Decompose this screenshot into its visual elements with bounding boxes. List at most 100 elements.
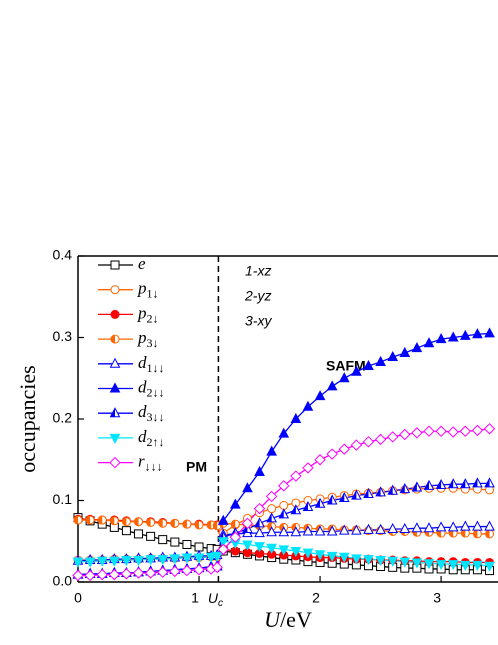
- marker-shape: [447, 331, 459, 342]
- marker-shape: [170, 537, 180, 547]
- y-tick-label: 0.4: [53, 247, 73, 263]
- marker-shape: [211, 561, 223, 574]
- legend-name: p: [137, 279, 147, 298]
- legend-label: d1↓↓: [138, 353, 165, 375]
- phase-label: PM: [186, 459, 207, 475]
- marker-shape: [302, 462, 314, 474]
- marker: [399, 346, 411, 357]
- legend-item: d3↓↓: [98, 402, 165, 424]
- marker-half: [207, 520, 212, 529]
- marker-shape: [326, 525, 338, 536]
- marker: [133, 555, 144, 567]
- marker-shape: [375, 555, 386, 567]
- marker: [145, 555, 156, 566]
- marker: [338, 372, 350, 383]
- marker: [110, 309, 120, 319]
- marker-shape: [387, 522, 399, 534]
- marker: [459, 478, 471, 489]
- marker: [326, 494, 338, 505]
- marker-shape: [435, 425, 447, 437]
- marker-half: [98, 516, 103, 525]
- marker-half: [122, 517, 127, 526]
- legend-name: p: [137, 303, 147, 322]
- marker: [411, 522, 423, 533]
- marker: [338, 491, 350, 503]
- phase-label: SAFM: [326, 358, 366, 374]
- marker: [169, 565, 181, 578]
- x-axis-label: U/eV: [264, 607, 312, 632]
- marker: [411, 427, 423, 439]
- marker-shape: [459, 560, 471, 571]
- marker: [266, 526, 277, 537]
- marker-shape: [134, 529, 144, 539]
- y-tick-label: 0.0: [53, 573, 73, 589]
- marker: [109, 382, 121, 393]
- marker: [302, 548, 314, 559]
- marker: [472, 520, 483, 531]
- marker-shape: [471, 424, 484, 437]
- marker: [484, 561, 495, 572]
- marker-shape: [241, 517, 254, 530]
- marker: [447, 521, 459, 532]
- marker: [435, 425, 447, 437]
- marker-half: [291, 505, 296, 514]
- marker: [157, 555, 169, 566]
- marker-half: [110, 516, 115, 525]
- marker-half: [110, 408, 115, 417]
- marker: [73, 515, 83, 525]
- marker-shape: [146, 531, 156, 541]
- marker: [399, 483, 411, 494]
- marker-shape: [484, 327, 495, 338]
- marker: [193, 564, 205, 576]
- marker: [447, 426, 459, 438]
- marker: [459, 329, 471, 340]
- marker: [375, 555, 386, 567]
- marker-shape: [459, 425, 472, 437]
- marker: [338, 524, 350, 535]
- marker: [472, 477, 483, 488]
- marker-shape: [108, 568, 121, 581]
- legend-label: p2↓: [137, 303, 159, 325]
- marker: [217, 543, 229, 556]
- marker: [72, 569, 84, 582]
- marker: [242, 482, 253, 493]
- marker-shape: [423, 425, 435, 437]
- marker-shape: [144, 567, 157, 579]
- critical-symbol: U: [208, 590, 219, 606]
- marker: [170, 537, 180, 547]
- marker-shape: [229, 531, 242, 543]
- marker-shape: [447, 521, 459, 532]
- marker-shape: [484, 520, 495, 531]
- marker: [447, 478, 459, 489]
- marker: [399, 522, 411, 534]
- marker-shape: [133, 555, 144, 567]
- marker-shape: [326, 551, 338, 562]
- marker-half: [473, 529, 478, 538]
- marker-half: [86, 516, 91, 525]
- marker: [387, 350, 399, 362]
- marker: [351, 524, 362, 535]
- marker-shape: [278, 526, 290, 537]
- marker-half: [213, 521, 218, 530]
- marker-half: [448, 479, 454, 488]
- marker: [411, 558, 423, 569]
- marker-half: [134, 517, 139, 526]
- marker: [399, 557, 411, 568]
- marker: [411, 342, 423, 353]
- marker-shape: [193, 564, 205, 576]
- marker: [350, 439, 363, 451]
- marker-shape: [84, 557, 96, 568]
- marker-half: [412, 482, 417, 491]
- marker: [472, 529, 482, 539]
- marker: [96, 556, 108, 567]
- marker-shape: [109, 433, 121, 444]
- marker-shape: [211, 551, 223, 562]
- marker-half: [303, 502, 308, 511]
- marker: [472, 560, 483, 571]
- marker: [242, 540, 253, 551]
- marker-shape: [472, 560, 483, 571]
- marker: [181, 553, 193, 564]
- marker: [253, 502, 266, 515]
- x-tick-label: 1: [191, 590, 199, 606]
